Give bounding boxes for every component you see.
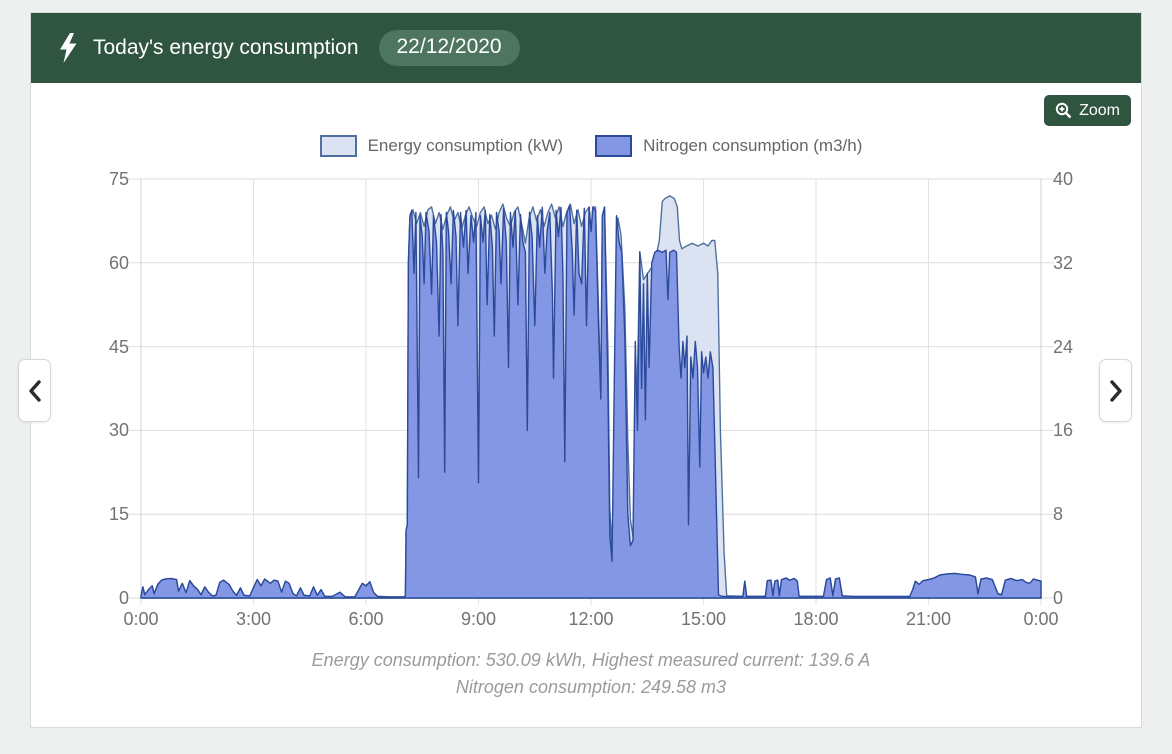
y-axis-right-labels: 0 8 16 24 32 40 — [1053, 169, 1113, 608]
energy-legend-swatch — [319, 135, 357, 157]
page-title: Today's energy consumption — [93, 36, 359, 59]
nitrogen-legend-swatch — [595, 135, 633, 157]
nitrogen-area-series — [140, 204, 1042, 599]
energy-legend-label: Energy consumption (kW) — [367, 136, 564, 155]
lightning-bolt-icon — [60, 33, 77, 63]
x-tick-label: 0:00 — [123, 609, 159, 629]
x-tick-label: 15:00 — [680, 609, 727, 629]
card-header: Today's energy consumption 22/12/2020 — [31, 13, 1141, 83]
y-right-tick-label: 32 — [1053, 252, 1074, 273]
summary-line-energy: Energy consumption: 530.09 kWh, Highest … — [311, 650, 871, 670]
y-right-tick-label: 40 — [1053, 169, 1074, 189]
magnifier-plus-icon — [1055, 102, 1072, 119]
legend-item-energy[interactable]: Energy consumption (kW) — [319, 135, 564, 157]
next-day-button[interactable] — [1099, 359, 1132, 422]
chart-panel: Zoom Energy consumption (kW) Nitrogen co… — [18, 83, 1141, 727]
previous-day-button[interactable] — [18, 359, 51, 422]
energy-consumption-card: Today's energy consumption 22/12/2020 Zo… — [18, 12, 1142, 728]
summary-line-nitrogen: Nitrogen consumption: 249.58 m3 — [455, 677, 727, 697]
y-left-tick-label: 30 — [108, 420, 129, 441]
date-badge: 22/12/2020 — [378, 30, 520, 66]
x-tick-label: 6:00 — [348, 609, 384, 629]
chart-legend: Energy consumption (kW) Nitrogen consump… — [141, 135, 1041, 157]
x-axis-labels: 0:00 3:00 6:00 9:00 12:00 15:00 18:00 21:00 0:00 — [123, 609, 1058, 633]
y-left-tick-label: 75 — [108, 169, 129, 189]
zoom-button-label: Zoom — [1079, 101, 1120, 119]
x-tick-label: 3:00 — [235, 609, 272, 629]
chevron-right-icon — [1109, 379, 1122, 402]
y-right-tick-label: 16 — [1053, 420, 1074, 441]
x-tick-label: 9:00 — [460, 609, 497, 629]
y-left-tick-label: 15 — [108, 504, 129, 525]
nitrogen-legend-label: Nitrogen consumption (m3/h) — [643, 136, 863, 155]
y-left-tick-label: 60 — [108, 252, 129, 273]
y-right-tick-label: 24 — [1053, 336, 1074, 357]
x-tick-label: 12:00 — [568, 609, 614, 629]
y-axis-left-labels: 0 15 30 45 60 75 — [69, 169, 129, 608]
y-right-tick-label: 0 — [1053, 588, 1064, 608]
x-tick-label: 21:00 — [905, 609, 952, 629]
x-tick-label: 18:00 — [793, 609, 839, 629]
y-right-tick-label: 8 — [1053, 504, 1064, 525]
x-tick-label: 0:00 — [1023, 609, 1059, 629]
zoom-button[interactable]: Zoom — [1044, 95, 1131, 126]
legend-item-nitrogen[interactable]: Nitrogen consumption (m3/h) — [595, 135, 862, 157]
chevron-left-icon — [28, 379, 41, 402]
chart-plot-area[interactable] — [128, 178, 1054, 605]
y-left-tick-label: 0 — [118, 588, 129, 608]
y-left-tick-label: 45 — [108, 336, 129, 357]
